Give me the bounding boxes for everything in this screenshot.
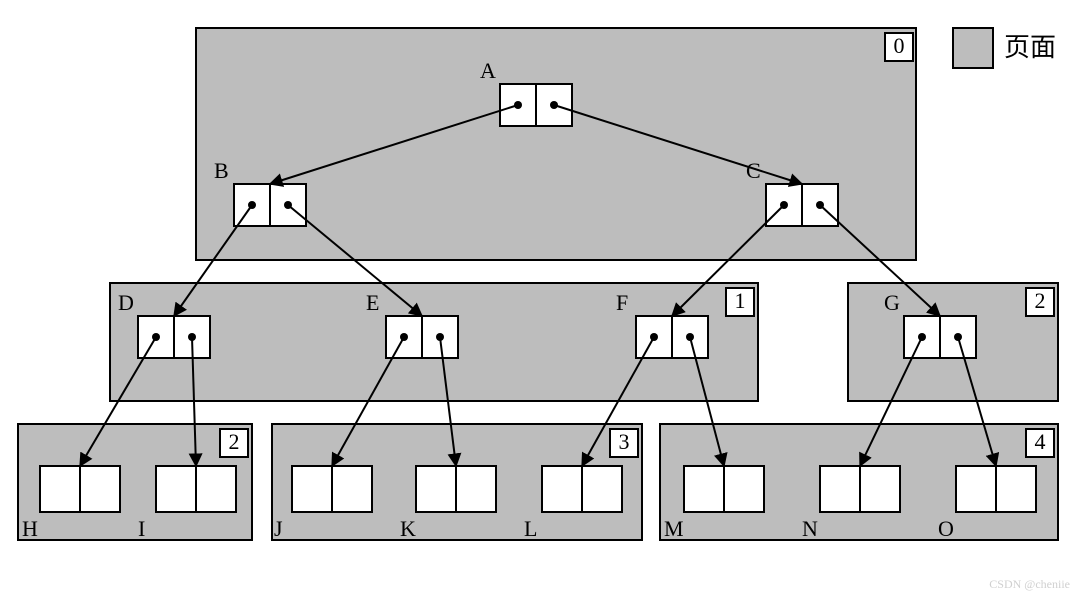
node-label: A bbox=[480, 58, 496, 83]
node-cell-left bbox=[820, 466, 860, 512]
node-cell-right bbox=[332, 466, 372, 512]
page-badge-label: 1 bbox=[735, 288, 746, 313]
node-label: B bbox=[214, 158, 229, 183]
node-cell-left bbox=[956, 466, 996, 512]
node-label: G bbox=[884, 290, 900, 315]
node-label: O bbox=[938, 516, 954, 541]
node-label: L bbox=[524, 516, 537, 541]
node-label: K bbox=[400, 516, 416, 541]
node-label: D bbox=[118, 290, 134, 315]
node-cell-left bbox=[542, 466, 582, 512]
node-label: I bbox=[138, 516, 145, 541]
node-cell-left bbox=[156, 466, 196, 512]
legend-swatch bbox=[953, 28, 993, 68]
node-cell-right bbox=[860, 466, 900, 512]
node-cell-left bbox=[40, 466, 80, 512]
node-cell-right bbox=[456, 466, 496, 512]
node-label: H bbox=[22, 516, 38, 541]
tree-diagram: 012234 ABCDEFGHIJKLMNO 页面 CSDN @cheniie bbox=[0, 0, 1076, 594]
page-badge-label: 4 bbox=[1035, 429, 1046, 454]
page-badge-label: 0 bbox=[894, 33, 905, 58]
node-label: M bbox=[664, 516, 684, 541]
node-label: J bbox=[274, 516, 283, 541]
node-cell-left bbox=[416, 466, 456, 512]
node-cell-right bbox=[724, 466, 764, 512]
legend-label: 页面 bbox=[1004, 33, 1056, 62]
node-label: N bbox=[802, 516, 818, 541]
node-cell-right bbox=[582, 466, 622, 512]
node-cell-right bbox=[996, 466, 1036, 512]
node-label: F bbox=[616, 290, 628, 315]
page-badge-label: 3 bbox=[619, 429, 630, 454]
watermark: CSDN @cheniie bbox=[989, 577, 1070, 591]
legend: 页面 bbox=[953, 28, 1056, 68]
node-cell-left bbox=[684, 466, 724, 512]
node-cell-right bbox=[80, 466, 120, 512]
page-badge-label: 2 bbox=[229, 429, 240, 454]
node-cell-left bbox=[292, 466, 332, 512]
node-label: E bbox=[366, 290, 379, 315]
node-cell-right bbox=[196, 466, 236, 512]
page-badge-label: 2 bbox=[1035, 288, 1046, 313]
